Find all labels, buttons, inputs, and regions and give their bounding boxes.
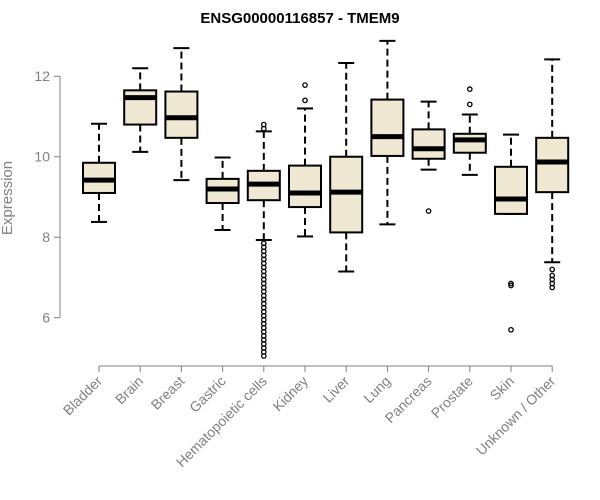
y-tick-label-6: 6 [42, 310, 50, 326]
chart-title: ENSG00000116857 - TMEM9 [200, 10, 399, 27]
outlier-9-1 [466, 101, 473, 108]
x-tick-label-6: Liver [320, 373, 353, 406]
outlier-8-0 [425, 208, 432, 214]
box-9 [452, 132, 487, 154]
box-group-6 [329, 61, 364, 273]
x-tick-label-5: Kidney [270, 373, 312, 415]
boxes-layer [82, 39, 570, 359]
box-group-1 [123, 67, 158, 153]
x-tick-label-10: Skin [487, 373, 518, 404]
y-tick-label-10: 10 [34, 149, 50, 165]
box-group-7 [370, 39, 405, 226]
outlier-10-0 [508, 280, 514, 287]
y-tick-label-8: 8 [42, 229, 50, 245]
outlier-5-0 [302, 82, 308, 88]
box-group-0 [82, 122, 116, 223]
outlier-11-4 [549, 284, 556, 291]
box-7 [370, 98, 405, 157]
box-8 [411, 128, 446, 160]
box-group-2 [164, 47, 199, 182]
box-group-11 [535, 58, 570, 291]
box-group-3 [205, 156, 240, 231]
outlier-4-1 [260, 125, 267, 132]
y-tick-label-12: 12 [34, 68, 50, 84]
outlier-10-2 [508, 326, 514, 333]
box-group-10 [494, 133, 528, 333]
box-group-9 [452, 86, 487, 176]
outlier-4-30 [260, 353, 267, 359]
box-10 [494, 165, 528, 215]
box-group-5 [288, 82, 322, 238]
x-tick-label-9: Prostate [428, 373, 476, 421]
box-5 [288, 164, 322, 209]
box-group-4 [246, 121, 281, 359]
outlier-9-0 [466, 86, 473, 92]
box-2 [164, 90, 199, 139]
x-tick-label-1: Brain [112, 373, 146, 407]
box-11 [535, 136, 570, 194]
x-tick-label-7: Lung [360, 373, 393, 406]
y-axis-label: Expression [0, 161, 16, 235]
outlier-11-0 [549, 266, 556, 273]
outlier-10-1 [508, 282, 514, 289]
outlier-5-1 [302, 97, 308, 104]
x-tick-label-0: Bladder [60, 373, 106, 419]
box-group-8 [411, 100, 446, 214]
x-tick-label-2: Breast [148, 373, 188, 413]
y-axis: 6 8 10 12 [34, 68, 61, 326]
